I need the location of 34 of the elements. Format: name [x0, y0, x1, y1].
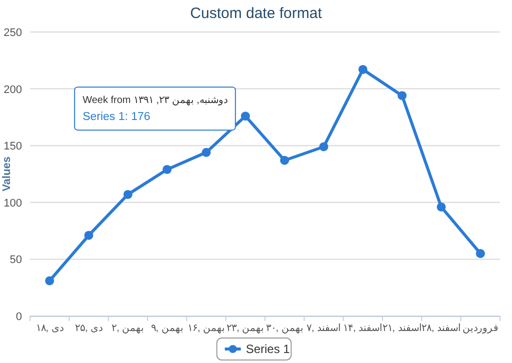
y-tick-label: 200: [4, 84, 22, 96]
x-tick-label: دی ,۱۸: [36, 323, 64, 334]
point: [280, 156, 290, 165]
point: [123, 190, 132, 199]
point: [358, 64, 368, 74]
x-tick-label: دی ,۲۵: [74, 323, 103, 334]
chart-title: Custom date format: [190, 5, 323, 22]
point: [319, 142, 328, 152]
point: [45, 276, 54, 286]
y-tick-label: 150: [4, 140, 22, 153]
y-tick-label: 50: [10, 254, 22, 266]
x-tick-label: بهمن ,۲: [112, 323, 144, 334]
legend: Series 1: [216, 338, 292, 360]
x-tick-label: فروردین: [462, 323, 498, 334]
x-tick-label: اسفند ,۷: [306, 323, 342, 334]
x-tick-label: بهمن ,۹: [150, 323, 184, 334]
y-axis-title: Values: [1, 156, 13, 192]
point: [202, 148, 211, 157]
point: [476, 249, 485, 258]
point: [240, 112, 250, 121]
point: [162, 164, 172, 174]
x-tick-label: بهمن ,۱۶: [187, 323, 226, 334]
point: [436, 202, 446, 212]
x-tick-label: اسفند ,۱۴: [343, 323, 383, 334]
legend-label: Series 1: [246, 342, 290, 356]
x-tick-label: بهمن ,۳۰: [266, 323, 304, 334]
y-tick-label: 100: [4, 197, 22, 210]
point: [398, 91, 407, 100]
y-tick-label: 250: [4, 27, 22, 39]
y-tick-label: 0: [16, 311, 22, 323]
x-tick-label: بهمن ,۲۳: [226, 323, 264, 334]
point: [84, 230, 94, 240]
x-tick-label: اسفند ,۲۱: [382, 323, 422, 334]
x-tick-label: اسفند ,۲۸: [421, 323, 462, 334]
